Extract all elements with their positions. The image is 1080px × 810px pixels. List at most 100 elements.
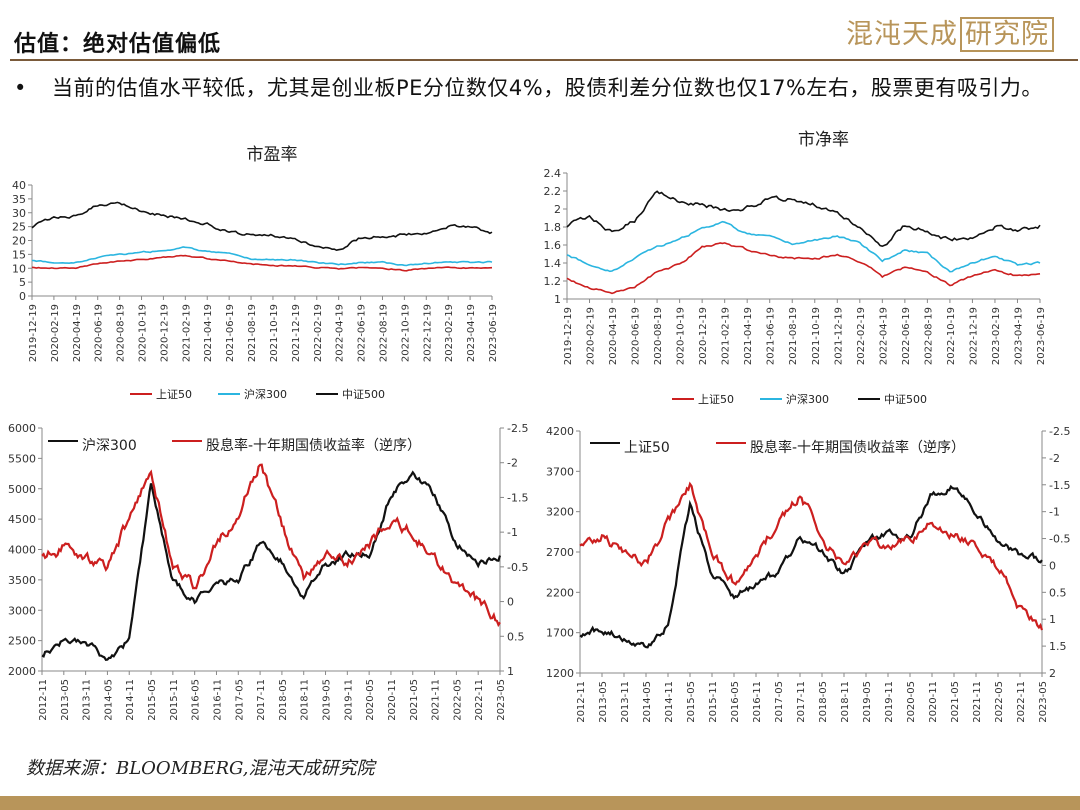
header: 估值：绝对估值偏低 混沌天成 研究院 bbox=[0, 0, 1080, 62]
x-tick-label: 2022-04-19 bbox=[878, 307, 889, 365]
x-tick-label: 2021-08-19 bbox=[788, 307, 799, 365]
legend-label: 股息率-十年期国债收益率（逆序） bbox=[750, 439, 965, 456]
y2-tick-label: 0 bbox=[1049, 559, 1056, 572]
x-tick-label: 2021-11 bbox=[972, 681, 983, 723]
x-tick-label: 2016-05 bbox=[730, 681, 741, 723]
series-line-2 bbox=[41, 463, 501, 628]
series-line-2 bbox=[31, 246, 493, 267]
x-tick-label: 2021-02-19 bbox=[181, 304, 192, 362]
y-tick-label: 1.6 bbox=[544, 239, 562, 252]
x-tick-label: 2022-02-19 bbox=[313, 304, 324, 362]
y-tick-label: 2.2 bbox=[544, 185, 562, 198]
series-line-2 bbox=[566, 220, 1041, 273]
y2-tick-label: -1 bbox=[507, 526, 518, 539]
x-tick-label: 2021-02-19 bbox=[721, 307, 732, 365]
x-tick-label: 2023-06-19 bbox=[488, 304, 499, 362]
y2-tick-label: -1 bbox=[1049, 506, 1060, 519]
x-tick-label: 2012-11 bbox=[38, 679, 49, 721]
x-tick-label: 2014-11 bbox=[125, 679, 136, 721]
y-tick-label: 3700 bbox=[546, 465, 574, 478]
y-tick-label: 1.4 bbox=[544, 257, 562, 270]
series-line-1 bbox=[579, 484, 1043, 649]
legend-label: 上证50 bbox=[156, 388, 192, 401]
y2-tick-label: -1.5 bbox=[1049, 479, 1070, 492]
x-tick-label: 2021-11 bbox=[431, 679, 442, 721]
series-line-1 bbox=[41, 470, 502, 661]
x-tick-label: 2019-12-19 bbox=[28, 304, 39, 362]
x-tick-label: 2020-05 bbox=[365, 679, 376, 721]
x-tick-label: 2022-08-19 bbox=[923, 307, 934, 365]
y2-tick-label: 1 bbox=[1049, 613, 1056, 626]
pb-chart: 1 1.2 1.4 1.6 1.8 2 2.2 2.4 2019-12-19 2020-02-19… bbox=[540, 125, 1080, 415]
x-tick-label: 2019-12-19 bbox=[563, 307, 574, 365]
y2-tick-label: -2.5 bbox=[1049, 425, 1070, 438]
x-tick-label: 2022-05 bbox=[452, 679, 463, 721]
x-tick-label: 2013-05 bbox=[598, 681, 609, 723]
x-tick-label: 2022-05 bbox=[994, 681, 1005, 723]
x-tick-label: 2023-02-19 bbox=[444, 304, 455, 362]
x-tick-label: 2023-06-19 bbox=[1036, 307, 1047, 365]
legend-label: 股息率-十年期国债收益率（逆序） bbox=[206, 437, 421, 454]
x-tick-label: 2015-05 bbox=[686, 681, 697, 723]
y2-tick-label: 2 bbox=[1049, 667, 1056, 680]
sz50-chart-svg: 1200 1700 2200 2700 3200 3700 4200 2 1.5 1 0.5 0 -0.… bbox=[546, 425, 1070, 723]
y-tick-label: 1200 bbox=[546, 667, 574, 680]
y-tick-label: 20 bbox=[12, 235, 26, 248]
y-tick-label: 3200 bbox=[546, 506, 574, 519]
x-tick-label: 2021-08-19 bbox=[247, 304, 258, 362]
x-tick-label: 2015-11 bbox=[169, 679, 180, 721]
x-tick-label: 2022-12-19 bbox=[422, 304, 433, 362]
x-tick-label: 2018-05 bbox=[818, 681, 829, 723]
x-tick-label: 2023-05 bbox=[496, 679, 507, 721]
y-tick-label: 2500 bbox=[8, 635, 36, 648]
series-line-1 bbox=[31, 254, 493, 272]
x-tick-label: 2020-11 bbox=[928, 681, 939, 723]
x-tick-label: 2023-02-19 bbox=[991, 307, 1002, 365]
logo-box-text: 研究院 bbox=[960, 17, 1054, 52]
x-tick-label: 2020-10-19 bbox=[138, 304, 149, 362]
y2-tick-label: -1.5 bbox=[507, 491, 528, 504]
x-tick-label: 2019-11 bbox=[884, 681, 895, 723]
y-tick-label: 40 bbox=[12, 179, 26, 192]
y-tick-label: 4200 bbox=[546, 425, 574, 438]
y2-tick-label: -0.5 bbox=[1049, 533, 1070, 546]
y-tick-label: 2000 bbox=[8, 665, 36, 678]
x-tick-label: 2013-05 bbox=[60, 679, 71, 721]
x-tick-label: 2016-05 bbox=[191, 679, 202, 721]
x-tick-label: 2019-05 bbox=[322, 679, 333, 721]
legend-label: 沪深300 bbox=[82, 438, 137, 454]
x-tick-label: 2016-11 bbox=[212, 679, 223, 721]
x-tick-label: 2021-04-19 bbox=[203, 304, 214, 362]
legend-label: 沪深300 bbox=[244, 387, 287, 401]
x-tick-label: 2017-11 bbox=[796, 681, 807, 723]
x-tick-label: 2022-08-19 bbox=[378, 304, 389, 362]
x-tick-label: 2020-12-19 bbox=[698, 307, 709, 365]
y-tick-label: 2700 bbox=[546, 546, 574, 559]
x-tick-label: 2020-10-19 bbox=[676, 307, 687, 365]
x-tick-label: 2023-04-19 bbox=[466, 304, 477, 362]
y-tick-label: 4000 bbox=[8, 544, 36, 557]
x-tick-label: 2022-02-19 bbox=[856, 307, 867, 365]
legend-label: 中证500 bbox=[884, 393, 927, 406]
x-tick-label: 2020-06-19 bbox=[94, 304, 105, 362]
series-line-3 bbox=[31, 201, 493, 252]
y2-tick-label: 1 bbox=[507, 665, 514, 678]
title-divider bbox=[10, 59, 1078, 61]
y-tick-label: 35 bbox=[12, 193, 26, 206]
y-tick-label: 1700 bbox=[546, 627, 574, 640]
x-tick-label: 2021-10-19 bbox=[811, 307, 822, 365]
x-tick-label: 2021-04-19 bbox=[743, 307, 754, 365]
footer-bar bbox=[0, 796, 1080, 810]
x-tick-label: 2017-11 bbox=[256, 679, 267, 721]
y2-tick-label: -0.5 bbox=[507, 561, 528, 574]
y2-tick-label: 0.5 bbox=[1049, 586, 1067, 599]
x-tick-label: 2013-11 bbox=[620, 681, 631, 723]
x-tick-label: 2022-06-19 bbox=[901, 307, 912, 365]
data-source: 数据来源：BLOOMBERG,混沌天成研究院 bbox=[26, 758, 375, 779]
x-tick-label: 2013-11 bbox=[82, 679, 93, 721]
x-tick-label: 2023-05 bbox=[1038, 681, 1049, 723]
x-tick-label: 2021-05 bbox=[409, 679, 420, 721]
y2-tick-label: 0 bbox=[507, 596, 514, 609]
x-tick-label: 2022-12-19 bbox=[968, 307, 979, 365]
